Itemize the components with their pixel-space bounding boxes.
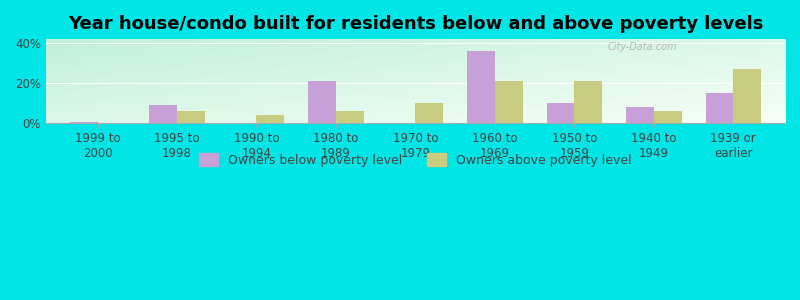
Bar (734, 69, 761, 123)
Bar (706, 93, 734, 123)
Bar (308, 81, 336, 123)
Bar (654, 111, 682, 123)
Bar (257, 115, 284, 123)
Bar (546, 103, 574, 123)
Bar (70, 122, 98, 123)
Text: City-Data.com: City-Data.com (608, 42, 678, 52)
Bar (495, 81, 522, 123)
Bar (626, 107, 654, 123)
Bar (149, 105, 177, 123)
Bar (415, 103, 443, 123)
Bar (177, 111, 205, 123)
Bar (336, 111, 364, 123)
Legend: Owners below poverty level, Owners above poverty level: Owners below poverty level, Owners above… (199, 153, 632, 167)
Title: Year house/condo built for residents below and above poverty levels: Year house/condo built for residents bel… (68, 15, 763, 33)
Bar (467, 51, 495, 123)
Bar (574, 81, 602, 123)
